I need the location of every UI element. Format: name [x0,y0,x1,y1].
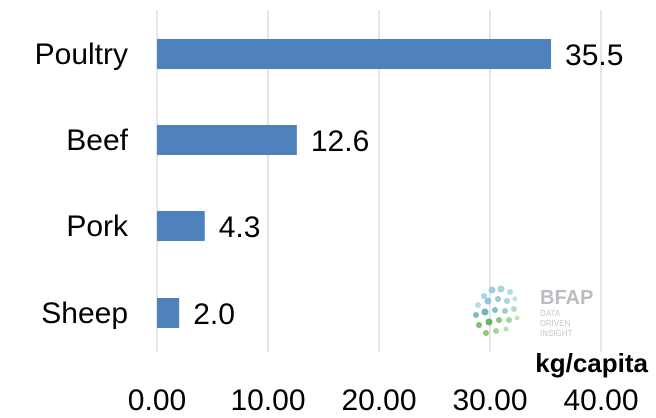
bar-pork [157,211,205,241]
x-tick-label: 20.00 [341,384,416,417]
category-label: Beef [66,124,128,157]
x-tick-label: 40.00 [563,384,638,417]
value-label: 2.0 [193,298,235,331]
value-label: 12.6 [311,125,369,158]
logo-title: BFAP [540,287,593,309]
category-label: Pork [66,210,129,243]
bar-beef [157,125,297,155]
bfap-logo: BFAP DATA DRIVEN INSIGHT [473,285,593,338]
value-label: 4.3 [219,211,261,244]
value-labels: 35.5 12.6 4.3 2.0 [193,39,623,331]
bars [157,39,552,328]
category-label: Poultry [35,38,128,71]
x-tick-label: 10.00 [230,384,305,417]
value-label: 35.5 [565,39,623,72]
bar-poultry [157,39,552,69]
category-labels: Poultry Beef Pork Sheep [35,38,129,330]
logo-tagline-2: DRIVEN [540,319,570,328]
x-tick-label: 30.00 [452,384,527,417]
category-label: Sheep [41,297,128,330]
bfap-logo-mark-icon [473,285,520,336]
x-tick-labels: 0.00 10.00 20.00 30.00 40.00 [128,384,639,417]
x-tick-label: 0.00 [128,384,186,417]
logo-tagline-1: DATA [540,309,561,318]
logo-tagline-3: INSIGHT [540,329,573,338]
x-axis-label: kg/capita [535,348,648,378]
bar-sheep [157,298,180,328]
